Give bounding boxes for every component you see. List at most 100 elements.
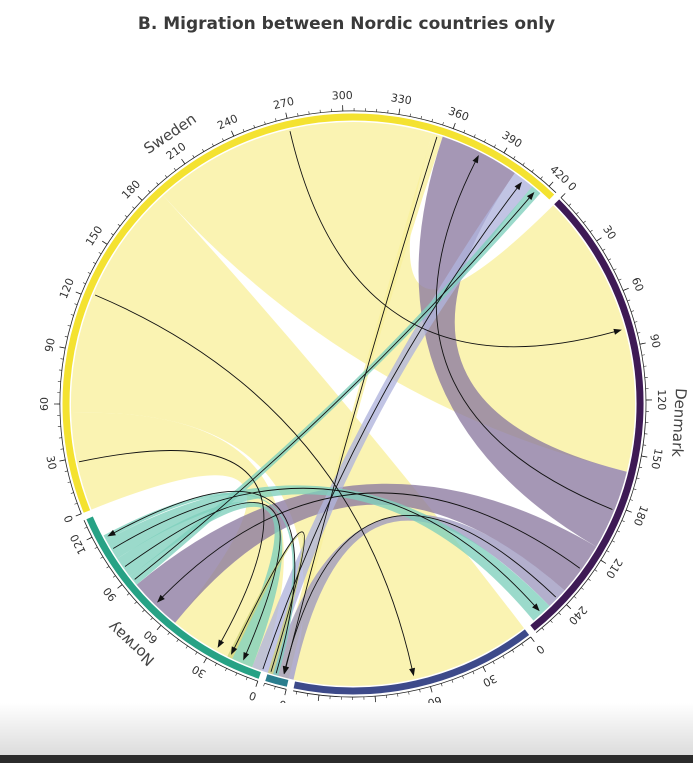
axis-minor-tick	[420, 115, 422, 120]
axis-minor-tick	[70, 492, 74, 494]
axis-minor-tick	[164, 175, 168, 178]
axis-minor-tick	[573, 596, 577, 599]
axis-minor-tick	[602, 248, 606, 251]
axis-tick-label: 240	[566, 603, 590, 627]
sector-axis-norway	[83, 520, 258, 682]
axis-major-tick	[156, 625, 162, 631]
arrow-layer	[78, 131, 622, 677]
axis-tick-label: 90	[101, 585, 120, 604]
flow-arrow-line	[285, 515, 557, 668]
axis-minor-tick	[473, 134, 476, 138]
axis-major-tick	[117, 584, 123, 589]
footer-bar	[0, 755, 693, 763]
axis-tick-label: 30	[43, 455, 58, 471]
axis-minor-tick	[100, 556, 104, 559]
flow-arrowhead	[282, 665, 289, 675]
axis-minor-tick	[558, 612, 561, 616]
axis-major-tick	[560, 193, 566, 198]
axis-minor-tick	[621, 520, 625, 522]
axis-tick-label: 420	[547, 163, 571, 187]
axis-minor-tick	[67, 325, 71, 327]
axis-minor-tick	[483, 139, 486, 143]
axis-minor-tick	[440, 683, 443, 687]
axis-minor-tick	[540, 176, 543, 180]
axis-minor-tick	[297, 113, 299, 117]
sector-axis-denmark	[535, 197, 647, 633]
axis-minor-tick	[606, 550, 610, 553]
axis-minor-tick	[124, 215, 128, 218]
axis-major-tick	[548, 181, 554, 187]
sector-label-denmark: Denmark	[668, 388, 690, 458]
sector-axis-sweden	[59, 110, 557, 514]
axis-major-tick	[284, 689, 287, 696]
axis-minor-tick	[521, 643, 524, 647]
axis-tick-label: 0	[533, 642, 546, 657]
flow-arrow-line	[124, 502, 281, 655]
axis-minor-tick	[451, 679, 454, 683]
axis-minor-tick	[110, 233, 114, 236]
axis-major-tick	[530, 636, 535, 642]
axis-major-tick	[285, 112, 288, 119]
flow-arrow-line	[112, 487, 536, 607]
axis-minor-tick	[419, 689, 421, 693]
axis-minor-tick	[492, 661, 495, 665]
axis-major-tick	[231, 130, 235, 137]
axis-minor-tick	[242, 129, 245, 133]
axis-tick-label: 30	[481, 672, 499, 690]
flow-arrow-line	[94, 294, 413, 670]
axis-major-tick	[137, 195, 143, 201]
sector-track-sweden	[62, 113, 555, 513]
axis-minor-tick	[594, 569, 598, 572]
axis-minor-tick	[84, 526, 88, 529]
axis-minor-tick	[634, 321, 638, 323]
axis-tick-label: 120	[655, 389, 668, 410]
axis-minor-tick	[173, 168, 177, 171]
axis-minor-tick	[639, 466, 643, 468]
axis-minor-tick	[67, 481, 71, 483]
ribbon-layer	[70, 122, 636, 687]
axis-minor-tick	[275, 118, 277, 122]
axis-minor-tick	[581, 587, 584, 590]
axis-minor-tick	[442, 122, 444, 126]
axis-tick-label: 240	[215, 112, 239, 132]
axis-minor-tick	[82, 282, 86, 285]
axis-minor-tick	[106, 566, 110, 569]
axis-minor-tick	[637, 332, 641, 334]
axis-minor-tick	[629, 499, 633, 501]
axis-tick-label: 330	[390, 91, 413, 107]
axis-minor-tick	[512, 649, 515, 653]
axis-major-tick	[430, 686, 433, 693]
axis-minor-tick	[222, 138, 224, 142]
axis-minor-tick	[576, 212, 579, 215]
axis-minor-tick	[185, 645, 188, 649]
flow-arrow-line	[113, 490, 296, 674]
axis-major-tick	[75, 291, 82, 295]
sector-track-denmark	[530, 199, 644, 631]
axis-minor-tick	[117, 223, 121, 227]
flow-arrowhead	[532, 603, 540, 612]
axis-major-tick	[600, 559, 607, 564]
axis-tick-label: 0	[247, 688, 258, 703]
axis-tick-label: 270	[272, 95, 295, 112]
axis-minor-tick	[214, 663, 217, 667]
axis-minor-tick	[409, 113, 411, 117]
sector-track-layer	[62, 113, 644, 695]
axis-major-tick	[398, 108, 401, 115]
flow-arrow-line	[161, 492, 581, 598]
axis-minor-tick	[630, 310, 634, 312]
axis-minor-tick	[531, 169, 534, 173]
axis-minor-tick	[522, 162, 525, 166]
axis-tick-label: 150	[648, 447, 665, 470]
axis-minor-tick	[211, 143, 214, 147]
axis-major-tick	[86, 536, 93, 541]
axis-tick-label: 210	[603, 556, 625, 581]
sector-axis-finland	[293, 636, 531, 698]
axis-tick-label: 60	[629, 276, 646, 294]
axis-major-tick	[596, 237, 602, 242]
axis-minor-tick	[98, 252, 102, 255]
axis-minor-tick	[264, 121, 266, 125]
axis-minor-tick	[633, 488, 637, 490]
flow-ribbon-sweden-to-iceland	[278, 133, 443, 679]
flow-arrowhead	[157, 594, 165, 603]
footer-shade	[0, 703, 693, 755]
